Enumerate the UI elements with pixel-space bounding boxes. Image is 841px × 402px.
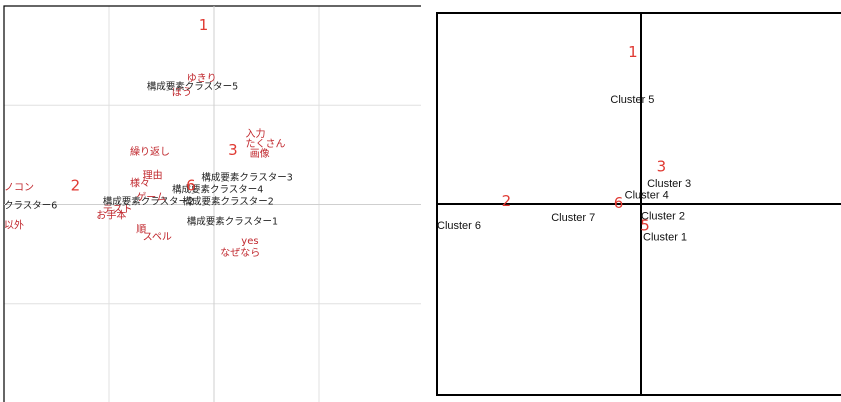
word-label: たくさん [246,138,286,150]
word-label: 画像 [250,148,270,160]
word-label: 入力 [246,127,266,140]
cluster-label: 構成要素クラスター4 [172,184,263,196]
cluster-label: Cluster 6 [437,220,481,232]
cluster-number: 6 [614,194,624,212]
word-label: 様々 [130,177,150,190]
word-label: yes [241,236,258,247]
cluster-number: 6 [186,177,196,195]
cluster-label: 構成要素クラスター2 [183,196,274,208]
chart-left: ゆきりぼう入力 たくさん 画像 繰り返し理由 様々ゲーム テスト お手本順スペル ノコン以外 y… [3,5,421,402]
cluster-number: 2 [502,192,512,210]
cluster-label: クラスター6 [4,200,57,211]
word-label: なぜなら [220,247,260,259]
chart-right: Cluster 5 Cluster 3 Cluster 4 Cluster 2 Clus… [429,0,841,402]
cluster-number: 5 [640,217,650,235]
word-label: ゆきり [187,72,217,84]
cluster-label: Cluster 7 [551,212,595,224]
cluster-label: Cluster 1 [643,231,687,243]
cluster-number: 1 [199,16,209,34]
cluster-number: 3 [228,141,238,159]
cluster-label: Cluster 5 [610,94,654,106]
cluster-label: 構成要素クラスター5 [147,80,238,92]
word-label: 順 [136,223,146,235]
word-label: ぼう [172,86,192,98]
cluster-label: 構成要素クラスター3 [201,172,292,184]
cluster-label: Cluster 4 [625,189,669,201]
cluster-label: Cluster 3 [647,178,691,190]
word-label: ゲーム [136,192,166,204]
cluster-number: 1 [628,43,638,61]
cluster-number: 2 [71,177,81,195]
word-label: 繰り返し [130,145,170,158]
cluster-label: Cluster 2 [641,210,685,222]
word-label: スペル [143,232,172,243]
word-label: 理由 [143,169,163,182]
word-label: お手本 [96,208,126,221]
cluster-label: 構成要素クラスター2 [103,196,194,208]
word-label: ノコン [4,183,34,194]
cluster-number: 3 [657,158,667,176]
word-label: テスト [103,204,133,215]
word-label: 以外 [4,219,24,231]
cluster-label: 構成要素クラスター1 [187,215,278,227]
